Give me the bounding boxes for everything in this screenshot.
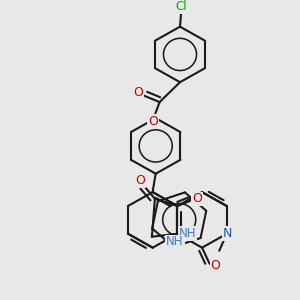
Text: NH: NH — [166, 236, 184, 248]
Text: N: N — [223, 227, 232, 240]
Text: O: O — [134, 85, 143, 99]
Text: O: O — [192, 193, 202, 206]
Text: NH: NH — [179, 227, 196, 240]
Text: O: O — [211, 259, 220, 272]
Text: Cl: Cl — [176, 0, 187, 13]
Text: O: O — [135, 174, 145, 187]
Text: O: O — [148, 115, 158, 128]
